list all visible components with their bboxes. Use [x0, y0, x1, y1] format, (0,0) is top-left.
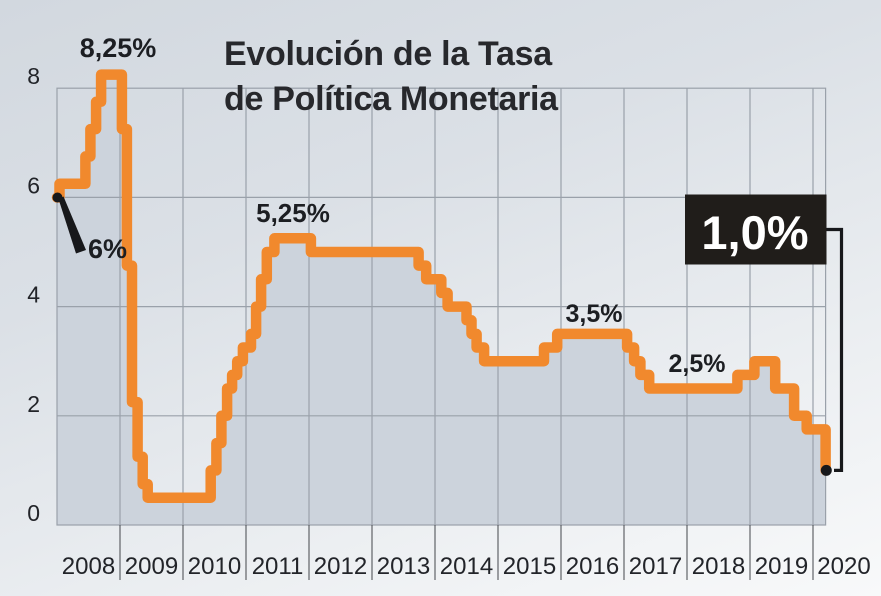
chart-title-line2: de Política Monetaria	[224, 80, 558, 119]
callout-wedge	[58, 196, 86, 254]
x-axis-label: 2008	[62, 553, 115, 580]
y-axis-label: 2	[27, 391, 40, 417]
area-fill	[57, 74, 826, 525]
x-axis-label: 2013	[377, 553, 430, 580]
x-axis-label: 2009	[125, 553, 178, 580]
y-axis-label: 8	[27, 63, 40, 89]
start-point-dot	[52, 192, 63, 203]
x-axis-ticks	[119, 525, 814, 580]
annotation-peak-2011: 5,25%	[256, 198, 330, 228]
plot-border	[56, 87, 827, 526]
y-axis-label: 4	[27, 282, 40, 308]
x-axis-label: 2010	[188, 553, 241, 580]
annotation-plateau-2018: 2,5%	[669, 350, 726, 378]
x-axis-label: 2012	[314, 553, 367, 580]
y-axis-label: 0	[27, 500, 40, 526]
annotation-plateau-2016: 3,5%	[566, 300, 623, 328]
callout-bracket	[826, 227, 844, 472]
x-axis-label: 2015	[503, 553, 556, 580]
chart-title: Evolución de la Tasa de Política Monetar…	[224, 32, 558, 122]
grid-lines	[57, 88, 826, 525]
x-axis-label: 2011	[252, 553, 304, 580]
x-axis-label: 2019	[755, 553, 808, 580]
x-axis-label: 2020	[817, 553, 870, 580]
annotation-current-rate: 1,0%	[701, 206, 808, 259]
x-axis-label: 2014	[440, 553, 493, 580]
x-axis-label: 2017	[629, 553, 682, 580]
y-axis-label: 6	[27, 172, 40, 198]
x-axis-label: 2018	[692, 553, 745, 580]
end-point-dot	[820, 464, 832, 476]
annotation-start-rate: 6%	[88, 234, 127, 264]
rate-line	[51, 69, 831, 503]
x-axis-label: 2016	[566, 553, 619, 580]
current-rate-box	[685, 194, 827, 265]
chart-title-line1: Evolución de la Tasa	[224, 35, 552, 73]
annotation-peak-2008: 8,25%	[80, 33, 157, 63]
